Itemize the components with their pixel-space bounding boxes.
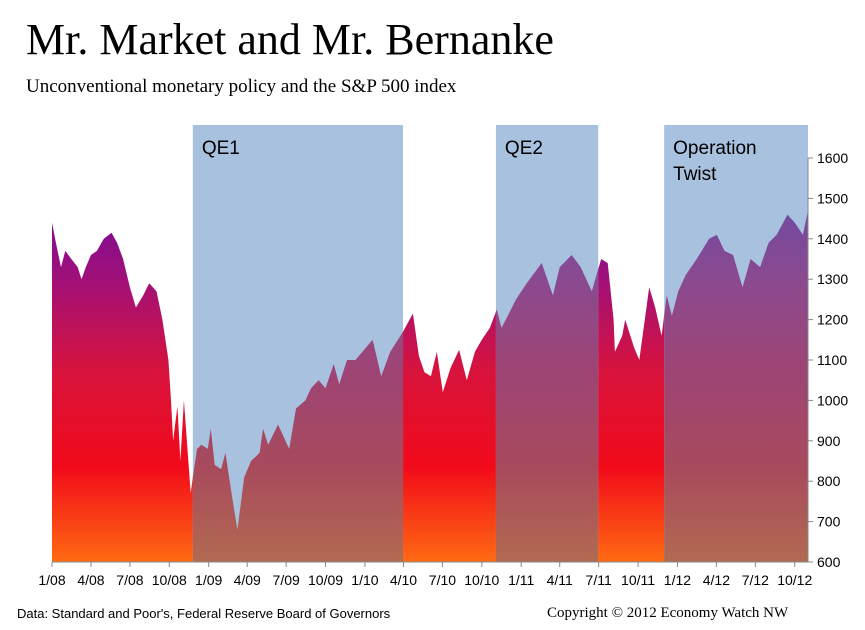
y-tick-label-1100: 1100 — [817, 352, 847, 368]
band-label-1-0: QE2 — [505, 138, 543, 159]
x-tick-label-10/09: 10/09 — [308, 572, 343, 588]
x-tick-label-4/12: 4/12 — [703, 572, 730, 588]
sp500-area-in-band-0 — [192, 331, 404, 562]
x-tick-label-7/10: 7/10 — [429, 572, 456, 588]
y-tick-label-600: 600 — [817, 554, 841, 570]
x-tick-label-1/11: 1/11 — [508, 572, 534, 588]
sp500-area-in-band-1 — [495, 255, 599, 562]
x-tick-label-4/11: 4/11 — [547, 572, 573, 588]
data-source-note: Data: Standard and Poor's, Federal Reser… — [17, 606, 391, 621]
x-tick-label-1/12: 1/12 — [664, 572, 691, 588]
x-tick-label-10/12: 10/12 — [777, 572, 812, 588]
y-tick-label-1600: 1600 — [817, 150, 848, 166]
copyright-note: Copyright © 2012 Economy Watch NW — [547, 605, 789, 621]
x-tick-label-4/10: 4/10 — [390, 572, 417, 588]
x-tick-label-10/08: 10/08 — [152, 572, 187, 588]
y-tick-label-900: 900 — [817, 433, 841, 449]
x-tick-label-1/10: 1/10 — [351, 572, 378, 588]
x-tick-label-7/08: 7/08 — [116, 572, 143, 588]
y-tick-label-1200: 1200 — [817, 312, 848, 328]
x-tick-label-7/12: 7/12 — [742, 572, 769, 588]
x-tick-label-1/09: 1/09 — [195, 572, 222, 588]
x-tick-label-7/11: 7/11 — [586, 572, 612, 588]
x-tick-label-10/10: 10/10 — [464, 572, 499, 588]
band-label-0-0: QE1 — [202, 138, 240, 159]
y-tick-label-1500: 1500 — [817, 190, 848, 206]
y-tick-label-800: 800 — [817, 473, 841, 489]
y-tick-label-700: 700 — [817, 514, 841, 530]
x-tick-label-4/09: 4/09 — [234, 572, 261, 588]
chart-title: Mr. Market and Mr. Bernanke — [26, 15, 554, 64]
y-tick-label-1000: 1000 — [817, 392, 848, 408]
x-tick-label-1/08: 1/08 — [38, 572, 65, 588]
x-tick-label-4/08: 4/08 — [77, 572, 104, 588]
sp500-area-outside — [52, 210, 808, 562]
y-tick-label-1400: 1400 — [817, 231, 848, 247]
x-tick-label-7/09: 7/09 — [273, 572, 300, 588]
chart-subtitle: Unconventional monetary policy and the S… — [26, 76, 457, 97]
y-tick-label-1300: 1300 — [817, 271, 848, 287]
band-label-2-0: Operation — [673, 138, 756, 159]
band-label-2-1: Twist — [673, 164, 717, 185]
sp500-area-in-band-2 — [664, 210, 808, 562]
x-tick-label-10/11: 10/11 — [621, 572, 655, 588]
